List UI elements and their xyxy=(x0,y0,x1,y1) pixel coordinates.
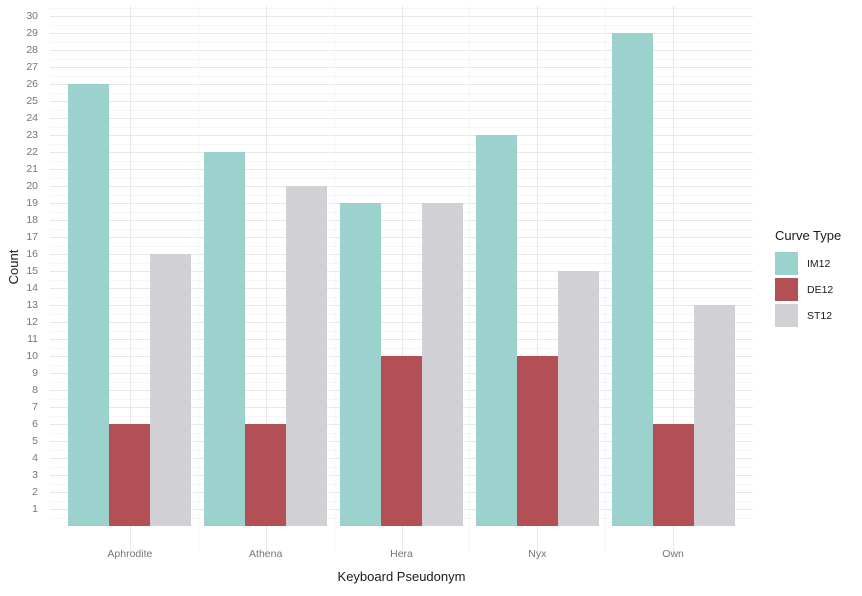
bar-group-hera xyxy=(334,6,470,526)
major-gridline-vertical xyxy=(673,6,675,552)
bar-de12-aphrodite xyxy=(109,424,151,526)
minor-gridline-vertical xyxy=(197,6,199,552)
y-tick-label: 28 xyxy=(26,44,38,56)
bars-layer xyxy=(50,6,753,526)
legend: Curve Type IM12 DE12 ST12 xyxy=(775,228,841,330)
bar-st12-aphrodite xyxy=(150,254,192,526)
bar-st12-hera xyxy=(421,203,463,526)
major-gridline-vertical xyxy=(129,6,131,552)
bar-group-nyx xyxy=(469,6,605,526)
bar-st12-own xyxy=(693,305,735,526)
y-tick-label: 19 xyxy=(26,197,38,209)
bar-de12-own xyxy=(652,424,694,526)
y-tick-label: 22 xyxy=(26,146,38,158)
y-tick-label: 23 xyxy=(26,129,38,141)
legend-key-swatch xyxy=(775,252,798,275)
minor-gridline-vertical xyxy=(333,6,335,552)
plot-panel xyxy=(50,6,753,552)
major-gridline-vertical xyxy=(265,6,267,552)
y-tick-label: 11 xyxy=(27,333,38,345)
y-tick-label: 7 xyxy=(32,401,38,413)
major-gridline-vertical xyxy=(537,6,539,552)
bar-de12-athena xyxy=(245,424,287,526)
y-tick-label: 24 xyxy=(26,112,38,124)
y-tick-label: 25 xyxy=(26,95,38,107)
legend-item-st12: ST12 xyxy=(775,304,841,327)
bar-st12-athena xyxy=(286,186,328,526)
y-tick-label: 4 xyxy=(32,452,38,464)
x-tick-label: Athena xyxy=(249,548,283,560)
legend-item-label: IM12 xyxy=(807,257,831,270)
y-tick-label: 10 xyxy=(26,350,38,362)
y-tick-label: 12 xyxy=(26,316,38,328)
minor-gridline-vertical xyxy=(469,6,471,552)
y-tick-label: 15 xyxy=(26,265,38,277)
y-tick-label: 8 xyxy=(32,384,38,396)
bar-group-own xyxy=(605,6,741,526)
x-tick-label: Own xyxy=(662,548,684,560)
y-tick-label: 13 xyxy=(26,299,38,311)
x-axis-title: Keyboard Pseudonym xyxy=(337,569,466,584)
y-tick-label: 27 xyxy=(26,61,38,73)
legend-item-de12: DE12 xyxy=(775,278,841,301)
minor-gridline-vertical xyxy=(605,6,607,552)
legend-key-swatch xyxy=(775,278,798,301)
y-tick-label: 26 xyxy=(26,78,38,90)
bar-de12-hera xyxy=(380,356,422,526)
bar-im12-hera xyxy=(339,203,381,526)
y-tick-label: 5 xyxy=(32,435,38,447)
legend-item-label: DE12 xyxy=(807,283,834,296)
legend-title: Curve Type xyxy=(775,228,842,243)
y-tick-label: 21 xyxy=(26,163,38,175)
legend-item-label: ST12 xyxy=(807,309,833,322)
legend-key-swatch xyxy=(775,304,798,327)
bar-de12-nyx xyxy=(516,356,558,526)
bar-group-aphrodite xyxy=(62,6,198,526)
y-tick-label: 2 xyxy=(32,486,38,498)
y-tick-label: 3 xyxy=(32,469,38,481)
bar-st12-nyx xyxy=(557,271,599,526)
bar-group-athena xyxy=(198,6,334,526)
bar-im12-own xyxy=(611,33,653,526)
major-gridline-vertical xyxy=(401,6,403,552)
y-tick-label: 9 xyxy=(32,367,38,379)
y-tick-label: 16 xyxy=(26,248,38,260)
y-tick-label: 20 xyxy=(26,180,38,192)
legend-items: IM12 DE12 ST12 xyxy=(775,252,841,327)
y-tick-label: 29 xyxy=(26,27,38,39)
x-tick-label: Aphrodite xyxy=(107,548,153,560)
bar-im12-athena xyxy=(204,152,246,526)
y-tick-label: 30 xyxy=(26,10,38,22)
x-tick-label: Hera xyxy=(390,548,413,560)
legend-item-im12: IM12 xyxy=(775,252,841,275)
y-tick-label: 6 xyxy=(32,418,38,430)
y-tick-label: 1 xyxy=(32,503,38,515)
y-tick-label: 14 xyxy=(26,282,38,294)
bar-im12-aphrodite xyxy=(68,84,110,526)
bar-im12-nyx xyxy=(475,135,517,526)
x-tick-label: Nyx xyxy=(528,548,547,560)
y-tick-label: 18 xyxy=(26,214,38,226)
y-tick-label: 17 xyxy=(26,231,38,243)
